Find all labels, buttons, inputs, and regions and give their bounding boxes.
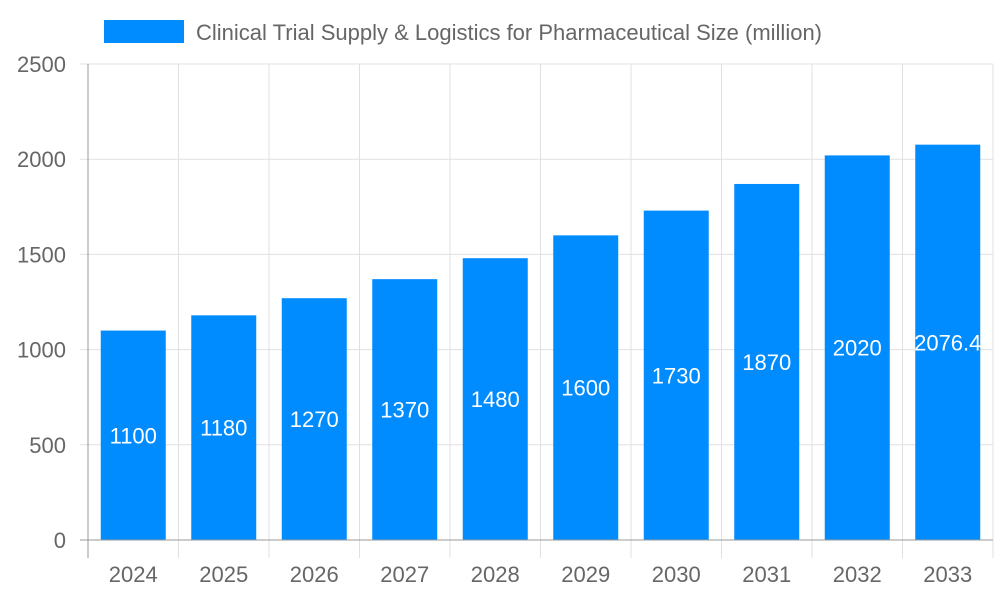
- x-tick-label: 2033: [923, 562, 972, 587]
- bar[interactable]: [643, 210, 709, 540]
- data-label: 1730: [652, 363, 701, 388]
- x-tick-label: 2028: [471, 562, 520, 587]
- y-tick-label: 0: [54, 528, 66, 553]
- x-tick-label: 2032: [833, 562, 882, 587]
- axes: 0 500 1000 1500 2000 2500 2024 2025 2026 2027 2028…: [17, 52, 993, 587]
- legend-swatch: [104, 20, 184, 43]
- y-tick-label: 2500: [17, 52, 66, 77]
- data-label: 1270: [290, 407, 339, 432]
- bar[interactable]: [553, 235, 619, 541]
- x-tick-label: 2025: [199, 562, 248, 587]
- y-tick-label: 1500: [17, 242, 66, 267]
- y-tick-label: 2000: [17, 147, 66, 172]
- data-label: 1370: [380, 398, 429, 423]
- bar[interactable]: [462, 258, 528, 540]
- bar[interactable]: [191, 315, 257, 540]
- bar[interactable]: [281, 298, 347, 540]
- legend[interactable]: Clinical Trial Supply & Logistics for Ph…: [104, 20, 822, 45]
- bar[interactable]: [824, 155, 890, 540]
- x-tick-label: 2027: [380, 562, 429, 587]
- bar[interactable]: [734, 183, 800, 540]
- data-label: 1480: [471, 387, 520, 412]
- legend-label: Clinical Trial Supply & Logistics for Ph…: [196, 20, 822, 45]
- bar[interactable]: [915, 144, 981, 540]
- data-label: 2076.4: [914, 330, 981, 355]
- data-label: 1870: [742, 350, 791, 375]
- data-label: 2020: [833, 336, 882, 361]
- x-tick-label: 2029: [561, 562, 610, 587]
- bar[interactable]: [100, 330, 166, 540]
- bars: 1100 1180 1270 1370 1480 1600 1730 1870 2020 2076…: [100, 144, 981, 541]
- data-label: 1600: [561, 376, 610, 401]
- data-label: 1100: [110, 423, 157, 448]
- bar[interactable]: [372, 279, 438, 540]
- data-label: 1180: [200, 416, 247, 441]
- y-tick-label: 1000: [17, 338, 66, 363]
- grid: [80, 63, 994, 558]
- x-tick-label: 2030: [652, 562, 701, 587]
- x-tick-label: 2024: [109, 562, 158, 587]
- x-tick-label: 2026: [290, 562, 339, 587]
- y-tick-label: 500: [29, 433, 66, 458]
- x-tick-label: 2031: [742, 562, 791, 587]
